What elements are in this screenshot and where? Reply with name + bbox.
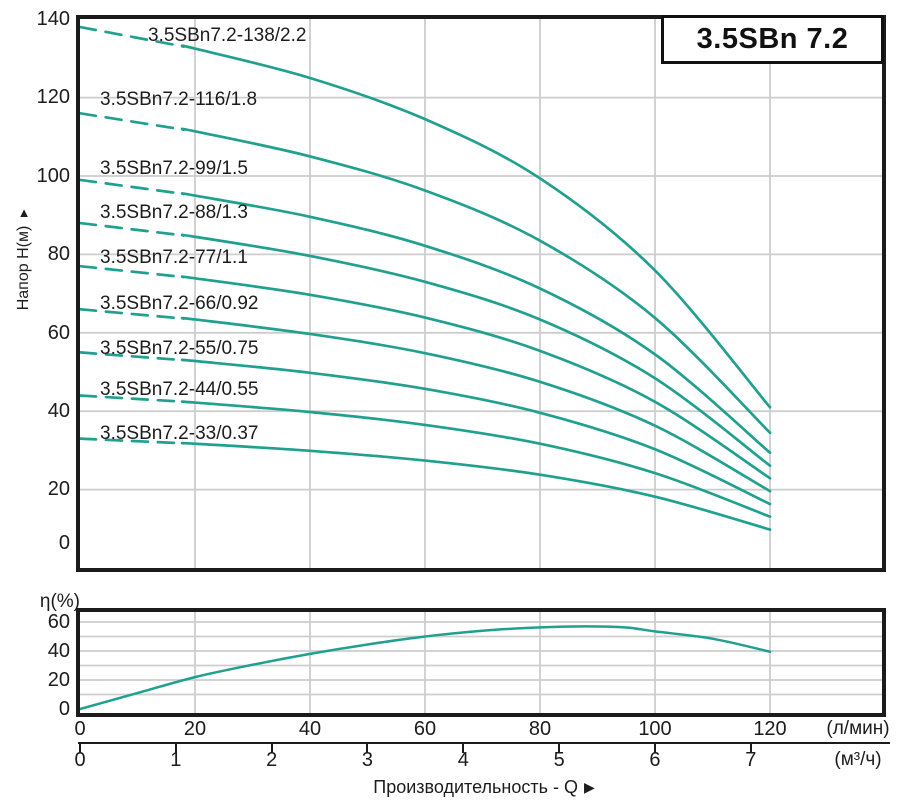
pump-curve <box>180 233 772 468</box>
pump-curve <box>180 192 772 455</box>
m3h-ruler-line <box>78 742 890 744</box>
efficiency-y-tick-label: 20 <box>47 669 70 691</box>
x-tick-label-lmin: 60 <box>413 718 437 740</box>
x-tick-label-m3h: 6 <box>649 749 661 771</box>
curve-label: 3.5SBn7.2-33/0.37 <box>100 423 259 444</box>
head-y-tick-label: 100 <box>36 164 70 187</box>
pump-curve <box>180 441 772 531</box>
curve-label: 3.5SBn7.2-77/1.1 <box>100 247 248 268</box>
head-y-tick-label: 120 <box>36 86 70 109</box>
model-series-box: 3.5SBn 7.2 <box>661 15 884 64</box>
m3h-ruler-tick <box>558 742 561 753</box>
m3h-ruler-tick <box>174 742 177 753</box>
x-tick-label-m3h: 7 <box>745 749 757 771</box>
x-unit-lmin: (л/мин) <box>826 718 890 739</box>
x-tick-label-m3h: 4 <box>457 749 469 771</box>
x-tick-label-lmin: 40 <box>298 718 322 740</box>
pump-curve-dashed <box>80 111 185 131</box>
efficiency-y-tick-label: 60 <box>47 611 70 633</box>
pump-curve <box>180 44 772 409</box>
x-tick-label-m3h: 1 <box>170 749 182 771</box>
x-unit-m3h: (м³/ч) <box>834 749 882 770</box>
pump-curve-dashed <box>80 351 185 362</box>
x-tick-label-m3h: 0 <box>74 749 86 771</box>
x-tick-label-lmin: 100 <box>638 718 672 740</box>
pump-curve-dashed <box>80 178 185 196</box>
head-y-tick-label: 80 <box>47 243 70 266</box>
head-y-tick-label: 60 <box>47 321 70 344</box>
efficiency-curve <box>80 625 772 711</box>
pump-curve-dashed <box>80 25 185 48</box>
m3h-ruler-tick <box>653 742 656 753</box>
x-tick-label-lmin: 20 <box>183 718 207 740</box>
efficiency-y-tick-label: 40 <box>47 640 70 662</box>
m3h-ruler-tick <box>366 742 369 753</box>
x-tick-label-m3h: 2 <box>266 749 278 771</box>
m3h-ruler-tick <box>462 742 465 753</box>
flow-axis-title-text: Производительность - Q <box>373 777 578 797</box>
pump-curve <box>180 400 772 518</box>
head-y-tick-label: 0 <box>58 532 70 554</box>
curve-label: 3.5SBn7.2-116/1.8 <box>100 89 258 110</box>
head-y-tick-label: 140 <box>36 8 70 30</box>
efficiency-chart-canvas <box>80 612 882 713</box>
curve-label: 3.5SBn7.2-99/1.5 <box>100 158 248 179</box>
head-y-tick-label: 20 <box>47 478 70 501</box>
model-series-label: 3.5SBn 7.2 <box>696 23 849 55</box>
pump-curve-dashed <box>80 264 185 279</box>
pump-curve <box>180 358 772 506</box>
efficiency-chart-frame <box>76 608 886 717</box>
m3h-ruler-tick <box>270 742 273 753</box>
efficiency-axis-label: η(%) <box>39 591 80 612</box>
efficiency-y-tick-label: 0 <box>58 698 70 720</box>
curve-label: 3.5SBn7.2-66/0.92 <box>100 293 259 314</box>
pump-curve-dashed <box>80 437 185 445</box>
curve-label: 3.5SBn7.2-88/1.3 <box>100 202 248 223</box>
flow-axis-title: Производительность - Q ▶ <box>373 775 595 799</box>
pump-curve <box>180 275 772 480</box>
flow-axis-right-arrow-icon: ▶ <box>583 779 595 795</box>
head-flow-chart-canvas <box>80 19 882 568</box>
x-tick-label-lmin: 80 <box>528 718 552 740</box>
pump-curve <box>180 316 772 493</box>
head-y-tick-label: 40 <box>47 400 70 422</box>
curve-label: 3.5SBn7.2-44/0.55 <box>100 379 259 400</box>
curve-label: 3.5SBn7.2-138/2.2 <box>148 25 307 46</box>
pump-curve-dashed <box>80 394 185 404</box>
x-tick-label-lmin: 0 <box>74 718 86 740</box>
curve-label: 3.5SBn7.2-55/0.75 <box>100 338 259 359</box>
head-axis-up-arrow-icon: ▲ <box>17 205 31 220</box>
x-tick-label-lmin: 120 <box>753 718 787 740</box>
x-tick-label-m3h: 3 <box>361 749 374 771</box>
pump-curve-dashed <box>80 221 185 237</box>
head-flow-chart-frame <box>76 15 886 572</box>
head-axis-label: Напор Н(м) <box>15 225 32 311</box>
m3h-ruler-tick <box>749 742 752 753</box>
m3h-ruler-tick <box>79 742 81 753</box>
x-tick-label-m3h: 5 <box>553 749 565 771</box>
pump-curve <box>180 127 772 435</box>
pump-curve-dashed <box>80 307 185 320</box>
